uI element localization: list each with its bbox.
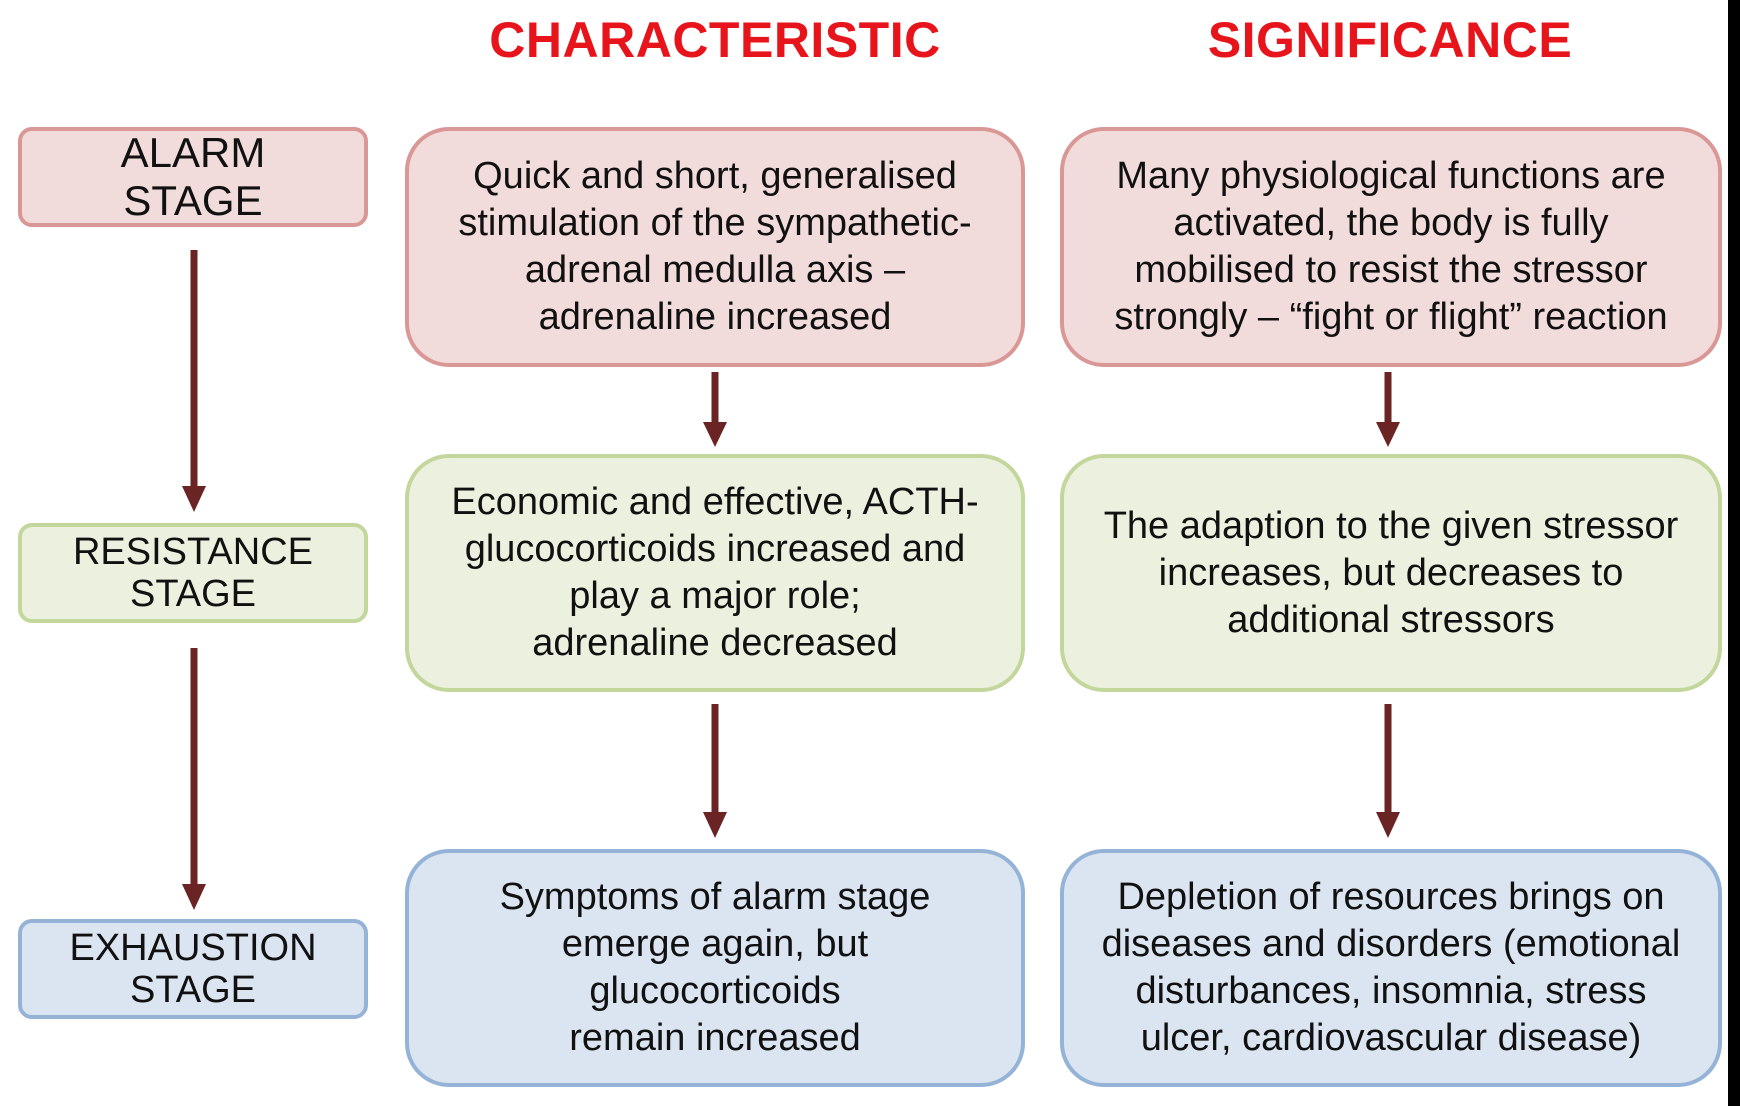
right-edge-bar — [1728, 0, 1740, 1106]
arrow-significance-resistance-to-exhaustion — [1376, 704, 1400, 838]
arrow-resistance-to-exhaustion — [182, 648, 206, 910]
arrow-characteristic-resistance-to-exhaustion — [703, 704, 727, 838]
arrow-alarm-to-resistance — [182, 250, 206, 512]
characteristic-header: CHARACTERISTIC — [489, 12, 941, 68]
characteristic-resistance-box: Economic and effective, ACTH- glucocorti… — [405, 454, 1025, 692]
significance-alarm-box: Many physiological functions are activat… — [1060, 127, 1722, 367]
significance-exhaustion-box: Depletion of resources brings on disease… — [1060, 849, 1722, 1087]
significance-header: SIGNIFICANCE — [1207, 12, 1573, 68]
exhaustion-stage-box: EXHAUSTION STAGE — [18, 919, 368, 1019]
alarm-stage-box: ALARM STAGE — [18, 127, 368, 227]
characteristic-alarm-box: Quick and short, generalised stimulation… — [405, 127, 1025, 367]
significance-resistance-box: The adaption to the given stressor incre… — [1060, 454, 1722, 692]
arrow-significance-alarm-to-resistance — [1376, 372, 1400, 447]
resistance-stage-box: RESISTANCE STAGE — [18, 523, 368, 623]
characteristic-exhaustion-box: Symptoms of alarm stage emerge again, bu… — [405, 849, 1025, 1087]
arrow-characteristic-alarm-to-resistance — [703, 372, 727, 447]
